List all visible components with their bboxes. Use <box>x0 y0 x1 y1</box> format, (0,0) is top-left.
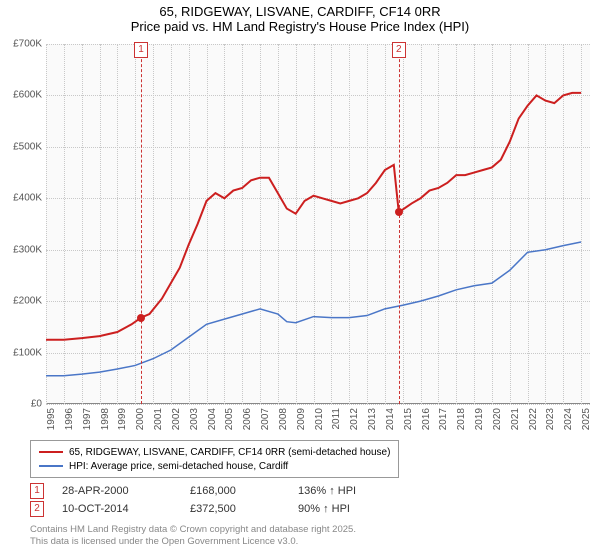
x-tick-label: 2024 <box>563 408 574 430</box>
x-tick-label: 2013 <box>367 408 378 430</box>
x-tick-label: 2002 <box>171 408 182 430</box>
title-block: 65, RIDGEWAY, LISVANE, CARDIFF, CF14 0RR… <box>0 0 600 34</box>
series-line <box>46 242 581 376</box>
event-table-badge: 1 <box>30 483 44 499</box>
legend-row: 65, RIDGEWAY, LISVANE, CARDIFF, CF14 0RR… <box>39 445 390 459</box>
legend-swatch <box>39 451 63 453</box>
event-price: £168,000 <box>190 485 280 497</box>
x-tick-label: 1999 <box>117 408 128 430</box>
x-tick-label: 2000 <box>135 408 146 430</box>
x-tick-label: 2014 <box>385 408 396 430</box>
event-hpi: 90% ↑ HPI <box>298 503 388 515</box>
x-tick-label: 2016 <box>421 408 432 430</box>
x-tick-label: 2022 <box>528 408 539 430</box>
x-tick-label: 1995 <box>46 408 57 430</box>
title-line2: Price paid vs. HM Land Registry's House … <box>0 19 600 34</box>
x-tick-label: 2007 <box>260 408 271 430</box>
footnote-line2: This data is licensed under the Open Gov… <box>30 536 356 548</box>
x-tick-label: 1998 <box>100 408 111 430</box>
x-tick-label: 2004 <box>207 408 218 430</box>
event-price: £372,500 <box>190 503 280 515</box>
grid-h <box>46 404 590 405</box>
x-tick-label: 2006 <box>242 408 253 430</box>
legend-swatch <box>39 465 63 467</box>
chart-container: 65, RIDGEWAY, LISVANE, CARDIFF, CF14 0RR… <box>0 0 600 560</box>
y-tick-label: £500K <box>13 141 42 152</box>
y-tick-label: £0 <box>31 399 42 410</box>
legend-row: HPI: Average price, semi-detached house,… <box>39 459 390 473</box>
x-tick-label: 2001 <box>153 408 164 430</box>
event-table-badge: 2 <box>30 501 44 517</box>
x-tick-label: 2017 <box>438 408 449 430</box>
x-tick-label: 2015 <box>403 408 414 430</box>
event-table-row: 2 10-OCT-2014 £372,500 90% ↑ HPI <box>30 500 388 518</box>
event-marker <box>137 314 145 322</box>
x-tick-label: 2019 <box>474 408 485 430</box>
x-tick-label: 2025 <box>581 408 592 430</box>
x-tick-label: 2011 <box>331 408 342 430</box>
footnote-line1: Contains HM Land Registry data © Crown c… <box>30 524 356 536</box>
y-tick-label: £300K <box>13 244 42 255</box>
x-tick-label: 1997 <box>82 408 93 430</box>
x-tick-label: 2018 <box>456 408 467 430</box>
event-date: 10-OCT-2014 <box>62 503 172 515</box>
x-tick-label: 2009 <box>296 408 307 430</box>
title-line1: 65, RIDGEWAY, LISVANE, CARDIFF, CF14 0RR <box>0 4 600 19</box>
x-tick-label: 2008 <box>278 408 289 430</box>
y-tick-label: £700K <box>13 39 42 50</box>
series-line <box>46 93 581 340</box>
legend-label: HPI: Average price, semi-detached house,… <box>69 461 288 472</box>
chart-area: 12 <box>46 44 590 404</box>
events-table: 1 28-APR-2000 £168,000 136% ↑ HPI 2 10-OCT-20… <box>30 482 388 518</box>
event-line <box>141 44 142 404</box>
event-hpi: 136% ↑ HPI <box>298 485 388 497</box>
event-date: 28-APR-2000 <box>62 485 172 497</box>
x-tick-label: 2005 <box>224 408 235 430</box>
series-lines <box>46 44 590 404</box>
x-tick-label: 2023 <box>545 408 556 430</box>
x-tick-label: 2012 <box>349 408 360 430</box>
footnote: Contains HM Land Registry data © Crown c… <box>30 524 356 548</box>
x-tick-label: 2020 <box>492 408 503 430</box>
x-tick-label: 2010 <box>314 408 325 430</box>
legend-label: 65, RIDGEWAY, LISVANE, CARDIFF, CF14 0RR… <box>69 447 390 458</box>
event-badge: 2 <box>392 42 406 58</box>
x-tick-label: 1996 <box>64 408 75 430</box>
event-table-row: 1 28-APR-2000 £168,000 136% ↑ HPI <box>30 482 388 500</box>
event-line <box>399 44 400 404</box>
event-badge: 1 <box>134 42 148 58</box>
y-tick-label: £100K <box>13 347 42 358</box>
x-tick-label: 2021 <box>510 408 521 430</box>
y-tick-label: £200K <box>13 296 42 307</box>
y-tick-label: £600K <box>13 90 42 101</box>
legend: 65, RIDGEWAY, LISVANE, CARDIFF, CF14 0RR… <box>30 440 399 478</box>
event-marker <box>395 208 403 216</box>
y-tick-label: £400K <box>13 193 42 204</box>
x-tick-label: 2003 <box>189 408 200 430</box>
